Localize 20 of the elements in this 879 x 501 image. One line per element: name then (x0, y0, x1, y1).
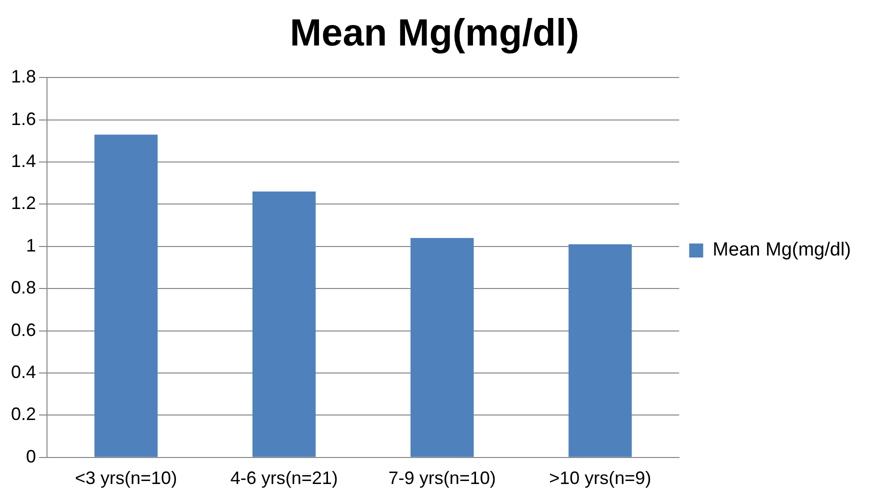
bar (410, 238, 474, 457)
y-tick-label: 0.2 (10, 404, 36, 424)
x-tick-label: 4-6 yrs(n=21) (230, 468, 338, 488)
y-tick-label: 0 (26, 446, 36, 466)
y-tick-label: 1.4 (10, 150, 36, 171)
legend-label: Mean Mg(mg/dl) (712, 240, 852, 261)
y-tick-label: 1 (26, 235, 36, 256)
chart-title: Mean Mg(mg/dl) (290, 12, 580, 54)
bar (252, 192, 316, 457)
y-tick-label: 1.6 (10, 108, 36, 129)
y-tick-label: 0.4 (10, 362, 36, 382)
x-tick-label: 7-9 yrs(n=10) (388, 468, 496, 488)
x-tick-label: <3 yrs(n=10) (75, 468, 178, 488)
x-tick-label: >10 yrs(n=9) (549, 468, 652, 488)
bar (94, 134, 158, 457)
y-tick-label: 0.6 (10, 320, 36, 340)
y-tick-label: 0.8 (10, 278, 36, 298)
y-tick-label: 1.8 (10, 66, 36, 87)
bar (568, 244, 632, 457)
y-tick-label: 1.2 (10, 193, 36, 214)
